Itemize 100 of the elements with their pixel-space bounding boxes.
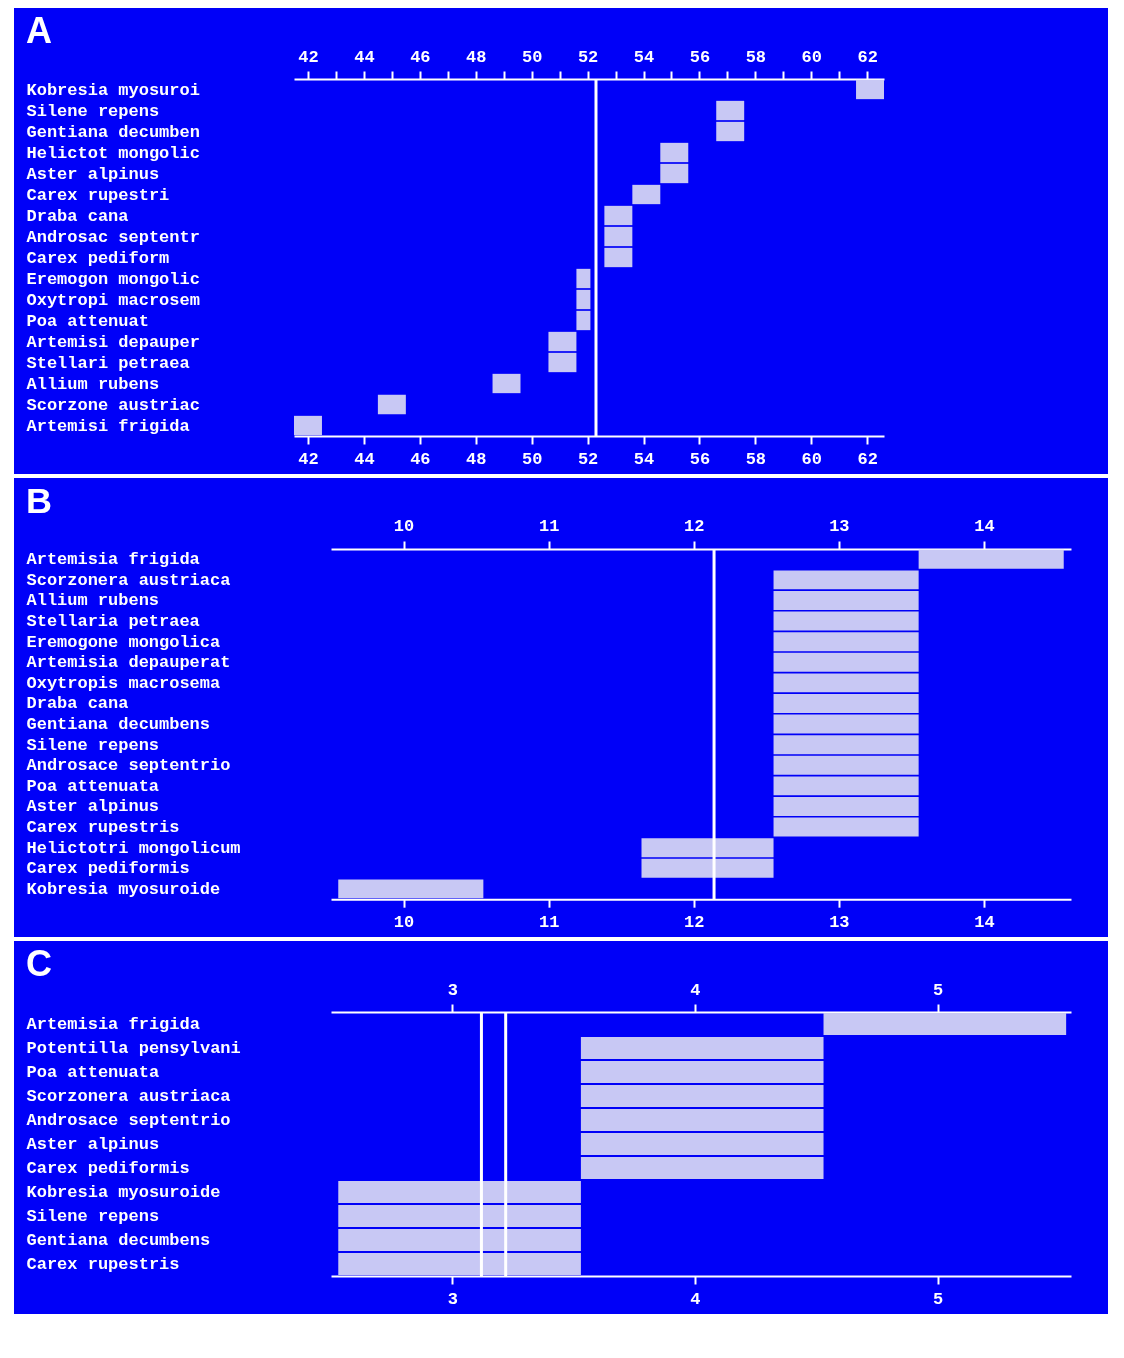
x2-tick-label: 5 [932,980,944,1000]
y-tick-label: Silene repens [26,735,160,755]
x2-tick-label: 44 [354,47,375,67]
bar [294,415,322,436]
bar [576,310,591,331]
bar [580,1037,824,1060]
x2-tick-label: 48 [466,47,487,67]
y-tick-label: Carex pediformis [26,859,190,879]
x2-tick-label: 12 [684,912,705,932]
y-tick-label: Carex pediformis [26,1159,190,1179]
bar [773,591,919,610]
bar [580,1109,824,1132]
x2-tick-label: 54 [633,47,655,67]
x-tick-label: 48 [466,449,487,469]
x-tick-label: 42 [298,449,319,469]
bar [660,163,689,184]
y-tick-label: Poa attenuata [26,1063,160,1083]
y-tick-label: Carex rupestri [26,185,170,205]
x2-tick-label: 11 [538,912,560,932]
bar [338,1181,581,1204]
bar [773,570,919,590]
y-tick-label: Poa attenuat [26,311,149,331]
y-tick-label: Gentiana decumbens [26,1231,211,1251]
y-tick-label: Scorzone austriac [26,395,200,415]
y-tick-label: Aster alpinus [26,797,160,817]
bar [338,879,484,899]
x-tick-label: 11 [538,517,560,537]
y-tick-label: Eremogon mongolic [26,269,200,289]
x-tick-label: 58 [745,449,767,469]
y-tick-label: Silene repens [26,101,160,121]
x-tick-label: 3 [447,1289,458,1309]
bar [604,226,633,247]
bar [773,797,919,816]
y-tick-label: Gentiana decumben [26,122,200,142]
y-tick-label: Carex pediform [26,248,170,268]
y-tick-label: Androsace septentrio [26,756,231,776]
y-tick-label: Artemisi frigida [26,416,190,436]
y-tick-label: Androsac septentr [26,227,200,247]
bar [773,817,919,837]
bar [918,549,1064,569]
x-tick-label: 56 [689,449,711,469]
y-tick-label: Gentiana decumbens [26,715,210,735]
x-tick-label: 52 [577,449,599,469]
bar [580,1061,824,1084]
x2-tick-label: 50 [521,47,543,67]
y-tick-label: Carex rupestris [26,1255,180,1275]
bar [580,1085,824,1108]
bar [641,838,774,858]
y-tick-label: Silene repens [26,1207,160,1227]
y-tick-label: Helictot mongolic [26,143,200,163]
x-tick-label: 14 [974,517,995,537]
x-tick-label: 5 [932,1289,944,1309]
bar [823,1013,1067,1036]
y-tick-label: Kobresia myosuroide [26,879,221,899]
y-tick-label: Draba cana [26,206,129,226]
x-tick-label: 10 [393,517,415,537]
y-tick-label: Carex rupestris [26,818,180,838]
y-tick-label: Helictotri mongolicum [26,838,241,858]
bar [716,121,745,142]
y-tick-label: Artemisi depauper [26,332,200,352]
bar [632,184,661,205]
text: B [26,480,53,521]
x2-tick-label: 56 [689,47,711,67]
bar [580,1157,824,1180]
x-tick-label: 44 [354,449,375,469]
bar [716,100,745,121]
y-tick-label: Aster alpinus [26,1135,160,1155]
bar [773,694,919,713]
x-tick-label: 60 [801,449,822,469]
y-tick-label: Stellari petraea [26,353,190,373]
x2-tick-label: 42 [298,47,319,67]
y-tick-label: Potentilla pensylvani [26,1039,241,1059]
x2-tick-label: 52 [577,47,599,67]
x-tick-label: 50 [521,449,543,469]
x2-tick-label: 13 [829,912,850,932]
x2-tick-label: 4 [690,980,701,1000]
x-tick-label: 13 [829,517,850,537]
y-tick-label: Artemisia frigida [26,1015,200,1035]
y-tick-label: Draba cana [26,694,129,714]
bar [604,247,633,268]
x-tick-label: 54 [633,449,655,469]
bar [377,394,406,415]
bar [548,352,577,373]
x-tick-label: 46 [410,449,431,469]
x2-tick-label: 14 [974,912,995,932]
x2-tick-label: 58 [745,47,767,67]
y-tick-label: Oxytropis macrosema [26,673,221,693]
y-tick-label: Kobresia myosuroide [26,1183,221,1203]
x2-tick-label: 62 [857,47,878,67]
y-tick-label: Allium rubens [26,374,160,394]
x-tick-label: 4 [690,1289,701,1309]
bar [548,331,577,352]
y-tick-label: Scorzonera austriaca [26,570,231,590]
bar [580,1133,824,1156]
x2-tick-label: 46 [410,47,431,67]
bar [338,1229,581,1252]
bar [641,858,774,878]
x2-tick-label: 3 [447,980,458,1000]
bar [492,373,521,394]
y-tick-label: Eremogone mongolica [26,632,221,652]
